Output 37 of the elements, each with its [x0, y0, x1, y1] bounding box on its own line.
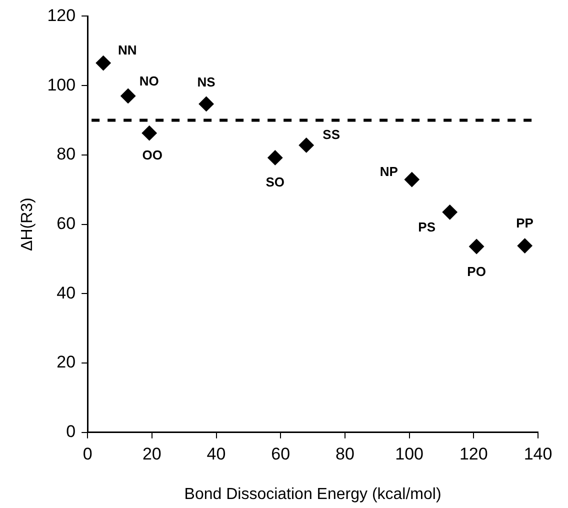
- x-tick-label: 120: [459, 444, 488, 464]
- point: [442, 204, 458, 220]
- y-tick-label: 60: [56, 214, 76, 233]
- point: [96, 56, 111, 71]
- y-tick-label: 20: [56, 352, 76, 372]
- y-tick-label: 0: [66, 422, 76, 442]
- annotation: NN: [118, 42, 137, 58]
- point: [198, 96, 214, 112]
- x-tick-label: 100: [395, 444, 424, 464]
- x-tick-label: 80: [335, 444, 354, 464]
- x-tick-label: 0: [82, 444, 92, 464]
- y-tick-label: 120: [47, 6, 76, 25]
- y-tick-label: 40: [56, 283, 76, 302]
- annotation: NO: [139, 74, 159, 89]
- annotation: SS: [322, 126, 340, 142]
- annotation: PS: [418, 220, 436, 235]
- annotation: PO: [467, 264, 486, 280]
- y-tick-label: 80: [56, 144, 76, 164]
- annotation: OO: [142, 148, 162, 163]
- x-axis-title: Bond Dissociation Energy (kcal/mol): [184, 486, 442, 503]
- point: [142, 126, 157, 141]
- annotation: PP: [516, 215, 534, 230]
- y-axis-title: ΔH(R3): [19, 198, 36, 251]
- point: [469, 239, 484, 254]
- point: [517, 238, 532, 254]
- x-tick-label: 140: [524, 444, 552, 464]
- x-tick-label: 20: [142, 444, 162, 464]
- point: [120, 88, 136, 104]
- x-tick-label: 60: [271, 444, 290, 464]
- annotation: NP: [380, 164, 398, 180]
- point: [298, 138, 314, 153]
- annotation: SO: [266, 174, 285, 190]
- y-tick-label: 100: [47, 75, 76, 94]
- point: [268, 150, 283, 166]
- point: [404, 172, 420, 188]
- x-tick-label: 40: [206, 444, 226, 464]
- annotation: NS: [197, 74, 216, 90]
